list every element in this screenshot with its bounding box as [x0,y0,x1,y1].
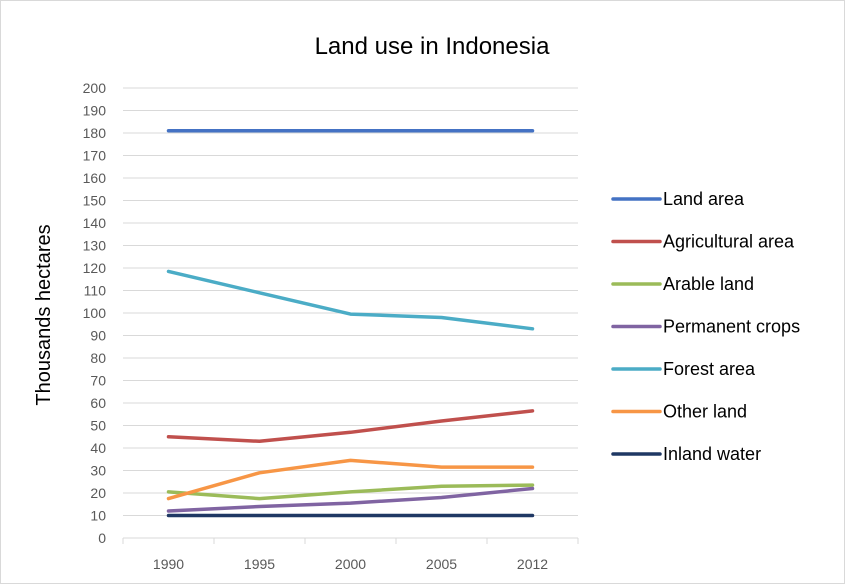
y-tick-label: 140 [83,215,107,231]
y-tick-label: 160 [83,170,107,186]
chart-title: Land use in Indonesia [315,33,551,60]
x-tick-label: 2005 [426,556,457,572]
y-tick-label: 130 [83,238,107,254]
axes [122,537,579,544]
series-line-arable-land [166,483,535,501]
series-lines [166,129,535,518]
x-tick-labels: 1990 1995 2000 2005 2012 [153,556,548,572]
x-tick-label: 1995 [244,556,275,572]
y-tick-labels: 0 10 20 30 40 50 60 70 80 90 100 110 120 130 140 150 160… [83,80,107,546]
y-tick-label: 0 [98,530,106,546]
y-tick-label: 60 [90,395,106,411]
y-tick-label: 20 [90,485,106,501]
x-tick-label: 1990 [153,556,184,572]
y-tick-label: 200 [83,80,107,96]
y-tick-label: 30 [90,463,106,479]
gridlines [123,87,578,516]
y-tick-label: 180 [83,125,107,141]
y-tick-label: 120 [83,260,107,276]
y-tick-label: 80 [90,350,106,366]
legend-label: Land area [663,189,745,209]
legend: Land area Agricultural area Arable land Per… [611,189,800,464]
legend-label: Permanent crops [663,317,800,337]
legend-label: Other land [663,402,747,422]
y-tick-label: 70 [90,373,106,389]
y-tick-label: 190 [83,103,107,119]
y-axis-title: Thousands hectares [33,224,55,405]
y-tick-label: 50 [90,418,106,434]
x-tick-label: 2000 [335,556,366,572]
y-tick-label: 150 [83,193,107,209]
legend-label: Arable land [663,274,754,294]
series-line-forest-area [166,269,535,331]
y-tick-label: 90 [90,328,106,344]
legend-label: Forest area [663,359,756,379]
y-tick-label: 40 [90,440,106,456]
y-tick-label: 10 [90,508,106,524]
series-line-agricultural-area [166,409,535,444]
y-tick-label: 170 [83,148,107,164]
y-tick-label: 110 [84,283,107,299]
y-tick-label: 100 [83,305,107,321]
x-tick-label: 2012 [517,556,548,572]
legend-label: Inland water [663,444,761,464]
legend-label: Agricultural area [663,232,795,252]
series-line-permanent-crops [166,486,535,513]
series-line-other-land [166,458,535,501]
